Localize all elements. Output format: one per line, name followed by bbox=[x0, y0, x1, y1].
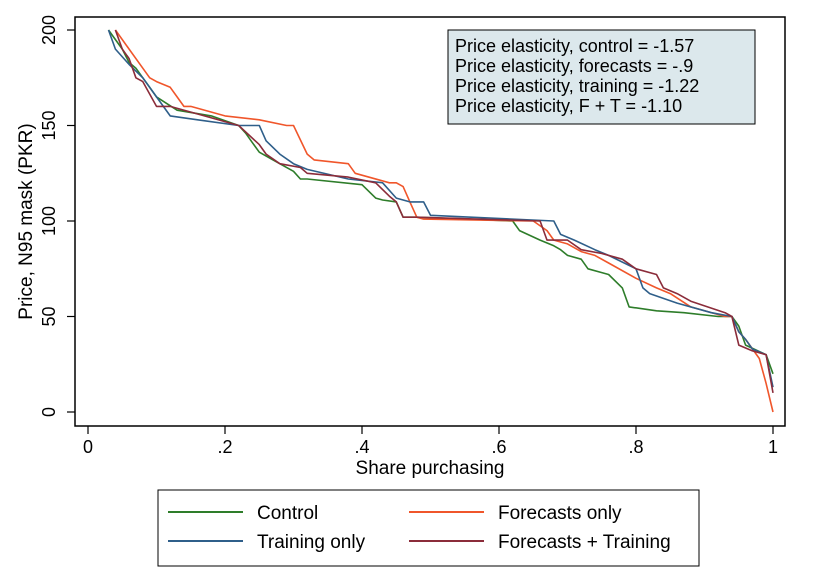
x-tick-label: .8 bbox=[628, 437, 643, 457]
x-tick-label: .6 bbox=[491, 437, 506, 457]
legend-label-forecasts-only: Forecasts only bbox=[498, 503, 622, 524]
y-tick-label: 50 bbox=[39, 306, 59, 326]
y-tick-label: 100 bbox=[39, 206, 59, 236]
series-line-training-only bbox=[107, 29, 774, 388]
y-tick-label: 150 bbox=[39, 110, 59, 140]
series-line-forecasts-training bbox=[114, 29, 774, 394]
annotation-line-forecasts: Price elasticity, forecasts = -.9 bbox=[455, 56, 693, 76]
x-tick-label: .2 bbox=[217, 437, 232, 457]
legend-label-control: Control bbox=[257, 503, 318, 524]
legend-label-forecasts-training: Forecasts + Training bbox=[498, 532, 671, 553]
y-tick-label: 0 bbox=[39, 407, 59, 417]
annotation-line-control: Price elasticity, control = -1.57 bbox=[455, 36, 694, 56]
x-tick-label: 1 bbox=[768, 437, 778, 457]
x-tick-label: .4 bbox=[354, 437, 369, 457]
series-layer bbox=[107, 29, 774, 413]
x-tick-label: 0 bbox=[83, 437, 93, 457]
axis-layer: 0 .2 .4 .6 .8 1 0 50 100 150 200 bbox=[39, 15, 778, 457]
legend-label-training-only: Training only bbox=[257, 532, 366, 553]
annotation-line-f-plus-t: Price elasticity, F + T = -1.10 bbox=[455, 96, 682, 116]
legend-frame bbox=[157, 489, 700, 567]
elasticity-annotation: Price elasticity, control = -1.57 Price … bbox=[447, 29, 756, 125]
annotation-line-training: Price elasticity, training = -1.22 bbox=[455, 76, 699, 96]
legend: Control Forecasts only Training only For… bbox=[157, 489, 700, 567]
x-axis-label: Share purchasing bbox=[356, 458, 505, 479]
y-axis-label: Price, N95 mask (PKR) bbox=[16, 123, 37, 319]
y-tick-label: 200 bbox=[39, 15, 59, 45]
annotation-background bbox=[447, 29, 756, 125]
